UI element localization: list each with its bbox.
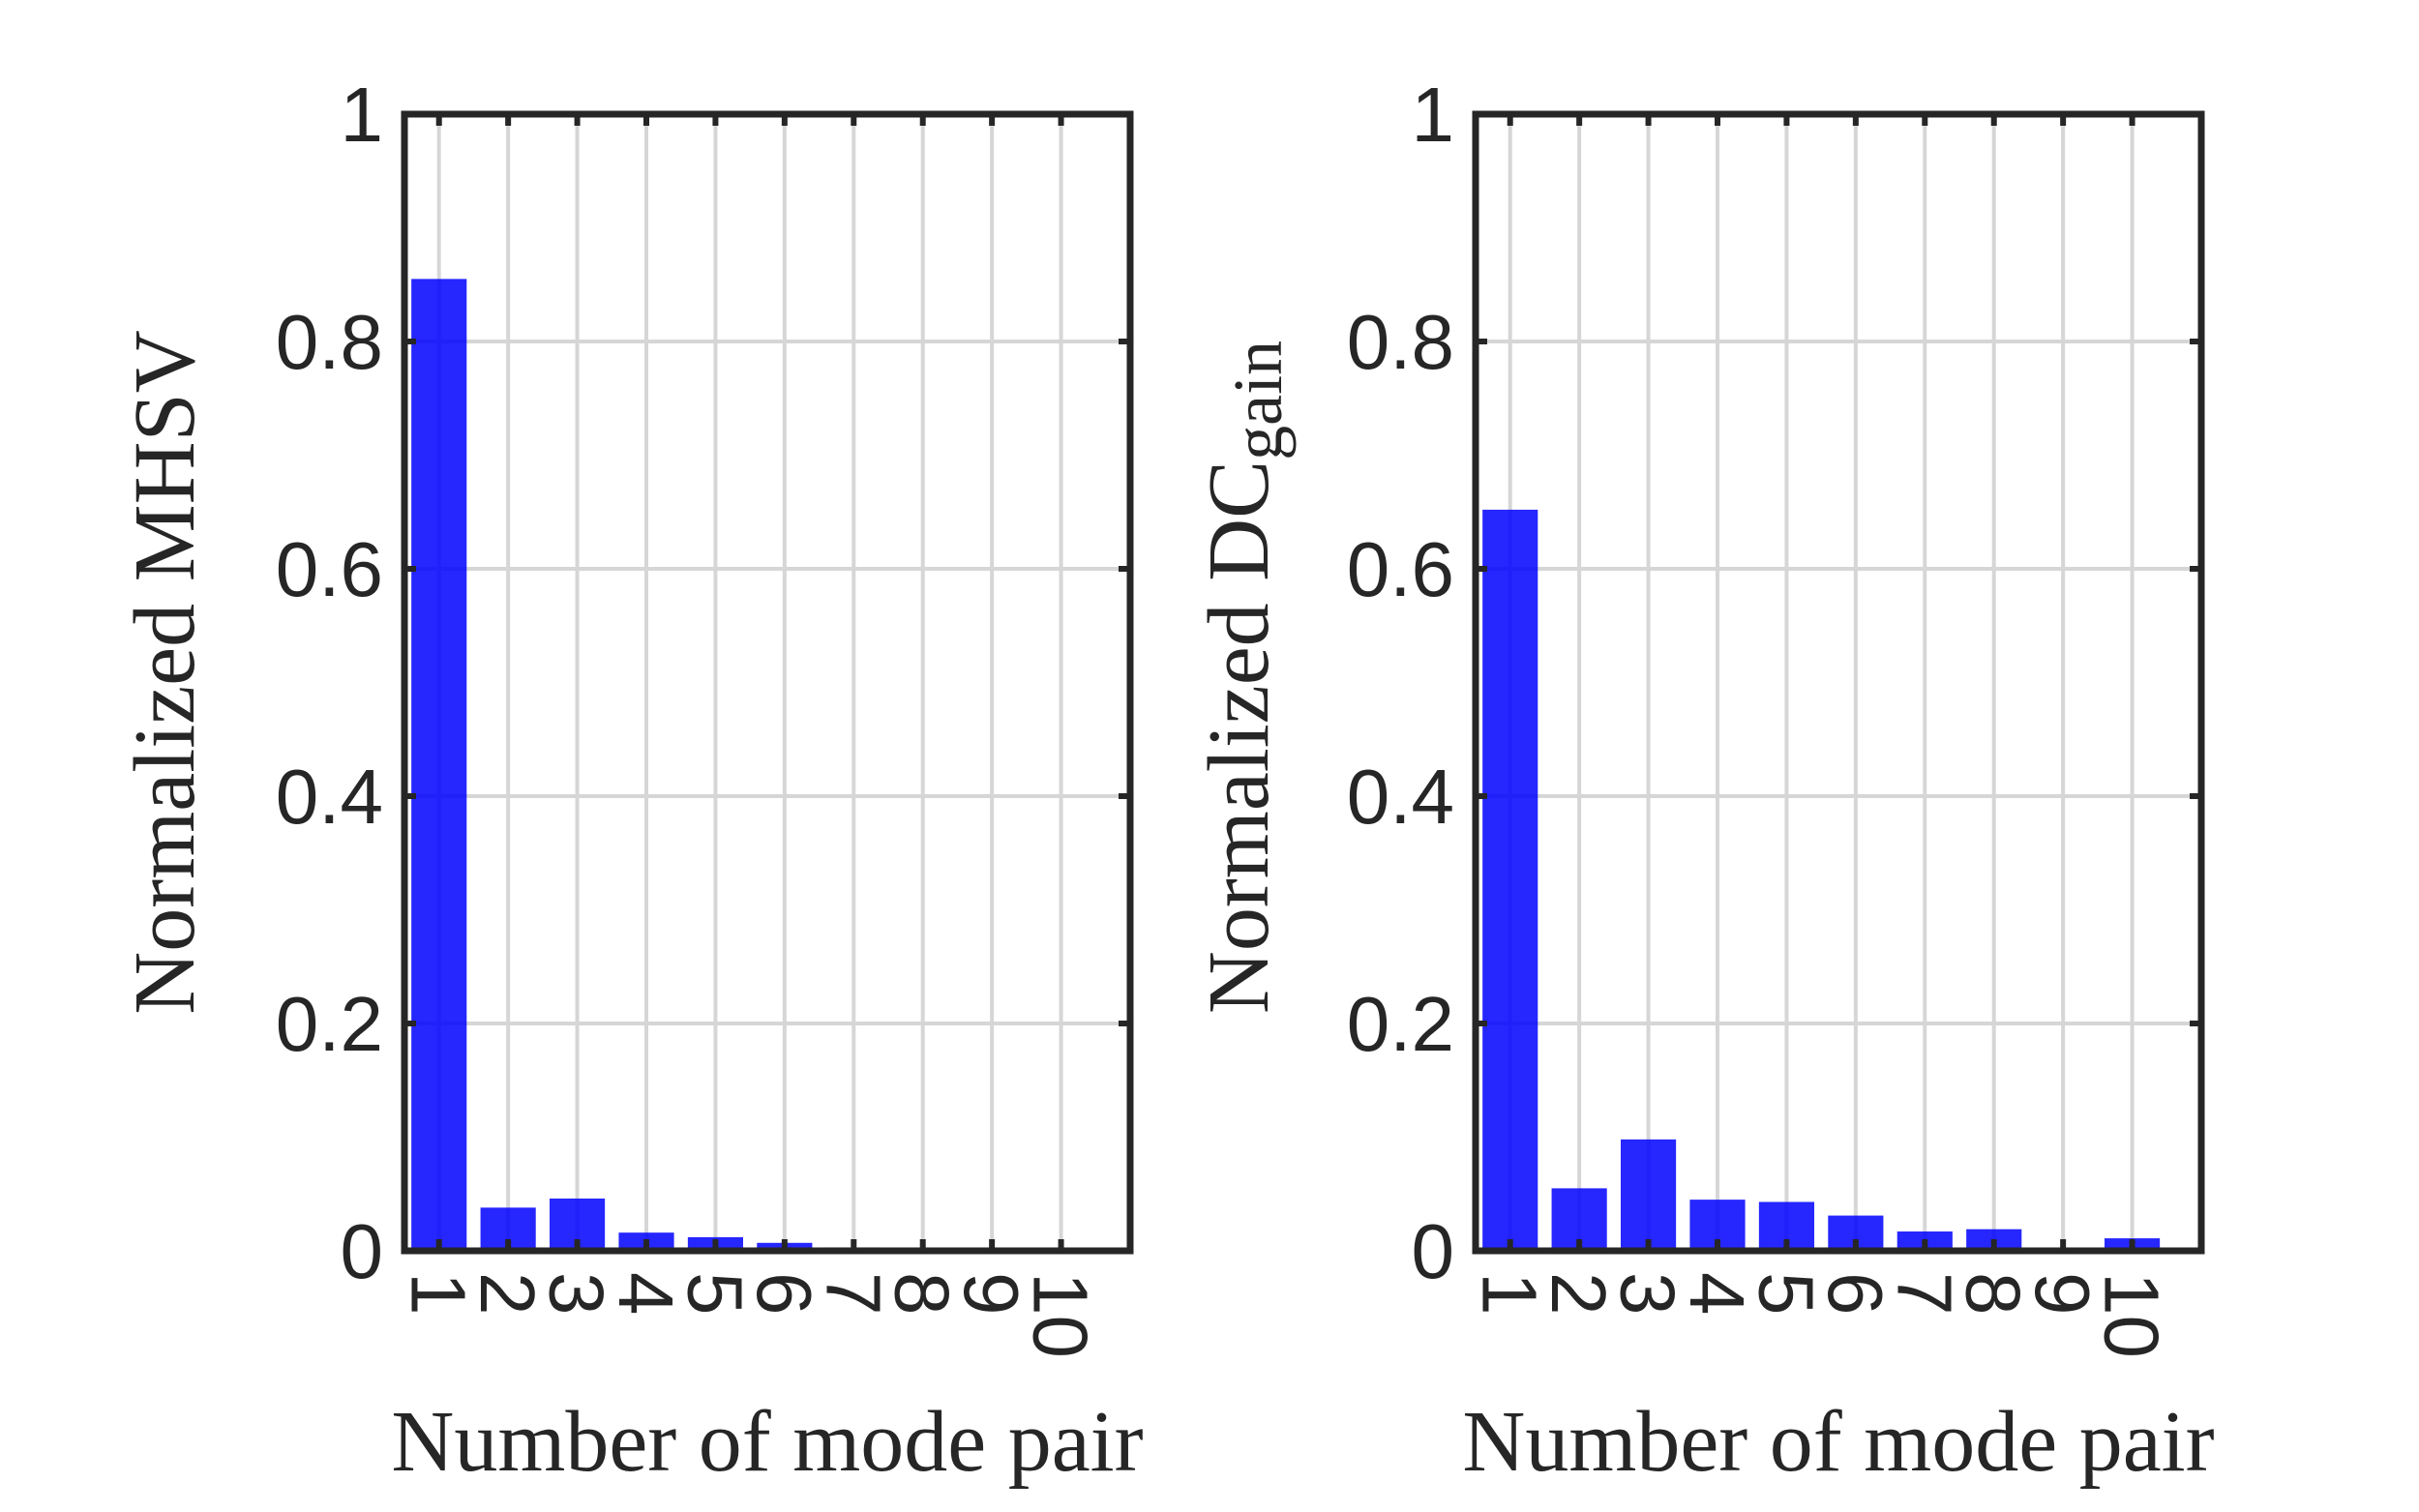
x-tick-label: 7 [1881,1272,1967,1316]
y-tick-label: 0.4 [1347,754,1454,840]
x-tick-label: 5 [672,1272,758,1316]
x-tick-label: 3 [1605,1272,1691,1316]
x-tick-label: 6 [1812,1272,1898,1316]
y-axis-title: Normalized DCgain [1191,341,1297,1014]
x-tick-label: 7 [810,1272,896,1316]
x-tick-label: 4 [603,1272,689,1316]
x-tick-label: 10 [2089,1272,2175,1358]
bar-1 [411,279,467,1251]
x-tick-label: 6 [741,1272,827,1316]
y-tick-label: 0.8 [276,299,383,385]
x-tick-label: 8 [880,1272,966,1316]
x-tick-label: 2 [464,1272,551,1316]
y-tick-label: 0.2 [1347,981,1454,1067]
y-tick-label: 1 [341,72,384,158]
y-tick-label: 0.2 [276,981,383,1067]
x-tick-label: 4 [1674,1272,1760,1316]
y-tick-label: 0.6 [1347,526,1454,612]
x-tick-label: 3 [534,1272,620,1316]
x-tick-label: 1 [1467,1272,1553,1316]
y-tick-label: 0 [341,1208,384,1294]
x-tick-label: 9 [2019,1272,2105,1316]
bar-1 [1482,509,1538,1251]
y-tick-label: 0 [1412,1208,1455,1294]
y-tick-label: 0.4 [276,754,383,840]
x-tick-label: 1 [396,1272,482,1316]
x-tick-label: 9 [948,1272,1034,1316]
x-tick-label: 8 [1951,1272,2037,1316]
y-axis-title-main: Normalized DC [1191,460,1287,1014]
x-tick-label: 10 [1018,1272,1104,1358]
bar-3 [1621,1139,1677,1251]
x-tick-label: 5 [1743,1272,1829,1316]
y-tick-label: 0.8 [1347,299,1454,385]
y-axis-title: Normalized MHSV [117,330,213,1014]
plot-frame [1472,110,2205,1255]
x-axis-title: Number of mode pair [391,1394,1143,1490]
plot-frame [401,110,1134,1255]
x-tick-label: 2 [1536,1272,1622,1316]
x-axis-title: Number of mode pair [1462,1394,2214,1490]
y-axis-title-subscript: gain [1219,341,1297,460]
y-tick-label: 1 [1412,72,1455,158]
y-tick-label: 0.6 [276,526,383,612]
